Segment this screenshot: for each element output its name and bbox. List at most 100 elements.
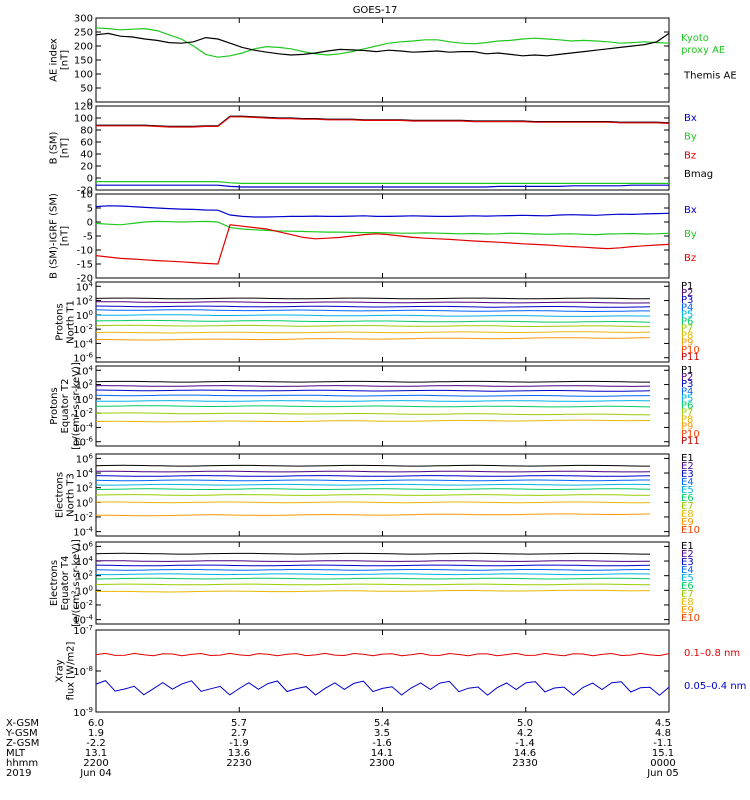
series-line (95, 331, 651, 334)
legend-entry: E9 (681, 517, 694, 528)
y-tick-label: 60 (80, 138, 93, 149)
legend-entry: P4 (681, 302, 693, 313)
footer-value: -2.2 (86, 738, 106, 749)
series-line (95, 380, 650, 383)
series-line (95, 389, 651, 392)
footer-value: 14.1 (371, 748, 393, 759)
series-line (96, 301, 651, 304)
series-line (95, 224, 670, 265)
series-line (95, 652, 670, 657)
legend-entry: P10 (681, 429, 700, 440)
legend-entry: P1 (681, 365, 693, 376)
footer-row-label: MLT (6, 748, 26, 759)
legend-entry: E4 (681, 565, 694, 576)
footer-value: 3.5 (374, 728, 390, 739)
y-tick-label: 10-9 (73, 706, 93, 719)
legend-entry: P11 (681, 352, 700, 363)
footer-value: 2330 (512, 758, 537, 769)
legend-entry: Bmag (684, 169, 713, 180)
footer-value: -1.6 (372, 738, 392, 749)
footer-value: 0000 (650, 758, 675, 769)
y-axis-label: [p/(cm²-s-sr-keV)] (71, 362, 82, 450)
y-tick-label: 106 (76, 452, 94, 465)
y-tick-label: 300 (74, 14, 93, 25)
legend-entry: E8 (681, 509, 694, 520)
series-line (95, 27, 670, 58)
footer-value: 4.2 (517, 728, 533, 739)
legend-entry: E10 (681, 613, 700, 624)
footer-value: 2300 (369, 758, 394, 769)
y-tick-label: 100 (76, 309, 93, 322)
footer-row-label: hhmm (6, 758, 38, 769)
series-line (95, 483, 651, 486)
footer-value: -1.4 (515, 738, 535, 749)
footer-value: 4.5 (655, 718, 671, 729)
y-axis-label: AE index (49, 38, 60, 82)
y-tick-label: 104 (76, 555, 94, 568)
y-tick-label: 102 (76, 482, 93, 495)
y-tick-label: -20 (77, 274, 93, 285)
y-tick-label: 0 (87, 98, 93, 109)
legend-entry: E4 (681, 477, 694, 488)
y-tick-label: 200 (74, 42, 93, 53)
series-line (95, 513, 651, 517)
series-line (95, 32, 670, 57)
y-axis-label: [nT] (60, 50, 71, 70)
y-tick-label: 100 (74, 114, 93, 125)
series-line (95, 501, 651, 504)
footer-row-label: X-GSM (6, 718, 39, 729)
footer-row-label: Z-GSM (6, 738, 39, 749)
legend-entry: P6 (681, 316, 693, 327)
legend-entry: P5 (681, 309, 693, 320)
series-line (96, 337, 651, 341)
legend-entry: P8 (681, 415, 693, 426)
legend-entry: By (684, 229, 697, 240)
series-line (96, 560, 651, 562)
footer-value: 1.9 (88, 728, 104, 739)
series-line (95, 314, 651, 317)
y-tick-label: 10-4 (73, 614, 93, 627)
legend-entry: By (684, 132, 697, 143)
chart-title: GOES-17 (353, 5, 398, 16)
y-tick-label: 10-2 (73, 323, 93, 336)
y-tick-label: 10-4 (73, 526, 93, 539)
legend-entry: Themis AE (683, 70, 737, 81)
y-tick-label: 250 (74, 28, 93, 39)
legend-entry: E5 (681, 485, 694, 496)
y-tick-label: 10-2 (73, 599, 93, 612)
series-line (96, 400, 651, 402)
legend-entry: 0.05–0.4 nm (684, 681, 746, 692)
legend-entry: P9 (681, 338, 693, 349)
panel-8: Xray flux [W/m2] 10-7 10-8 10-9 0.1–0.8 nm 0.0… (55, 624, 747, 719)
footer-value: 6.0 (88, 718, 104, 729)
y-tick-label: 10 (80, 190, 93, 201)
legend-entry: P5 (681, 393, 693, 404)
footer-value: -1.9 (229, 738, 249, 749)
footer-row-label: 2019 (6, 768, 31, 779)
series-line (95, 297, 650, 300)
panel-3: B (SM)-IGRF (SM) [nT] -20 -15 -10 -5 0 5 10 Bx By B… (49, 190, 697, 285)
series-line (95, 419, 651, 423)
y-tick-label: 102 (76, 570, 93, 583)
y-tick-label: -15 (77, 260, 93, 271)
series-line (96, 405, 651, 408)
footer-value: 5.7 (231, 718, 247, 729)
series-line (95, 464, 650, 467)
legend-entry: Bz (684, 253, 696, 264)
y-axis-label: Electrons (49, 560, 60, 606)
y-tick-label: 104 (76, 364, 94, 377)
y-tick-label: -5 (83, 232, 93, 243)
series-line (95, 479, 650, 482)
legend-entry: P1 (681, 281, 693, 292)
y-axis-label: [nT] (60, 226, 71, 246)
y-tick-label: 10-8 (73, 665, 93, 678)
legend-entry: P3 (681, 295, 693, 306)
y-tick-label: 10-4 (73, 337, 93, 350)
legend-entry: E10 (681, 525, 700, 536)
panel-frame (95, 629, 670, 713)
series-line (95, 577, 651, 580)
series-line (95, 475, 651, 477)
series-line (95, 319, 651, 323)
y-axis-label: [e/(cm²-s-sr-keV)] (71, 539, 82, 627)
